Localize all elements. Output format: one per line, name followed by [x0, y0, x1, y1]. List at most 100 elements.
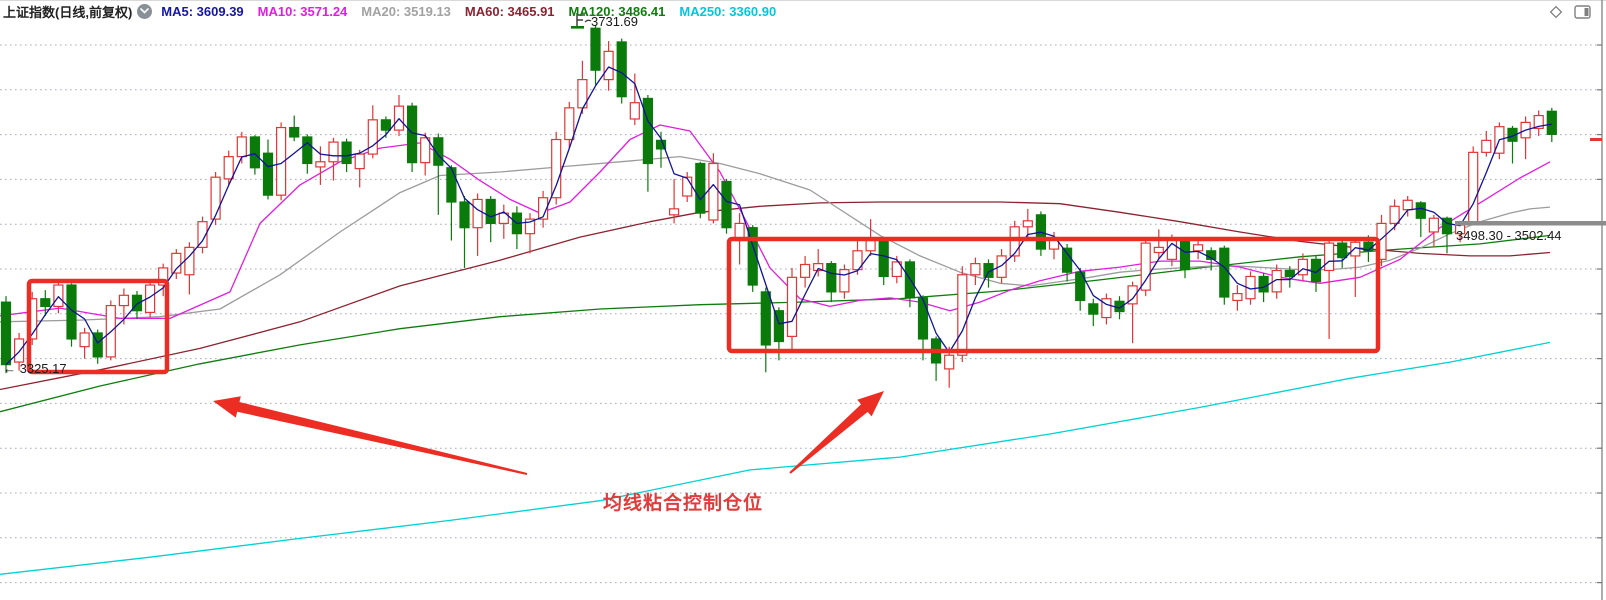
chevron-down-icon[interactable]: [137, 3, 153, 19]
candle-body: [944, 354, 955, 370]
header-toolbar: [1548, 4, 1592, 20]
candle-body: [1179, 239, 1191, 271]
ma-legend-item: MA250: 3360.90: [679, 3, 777, 19]
candle-body: [852, 250, 863, 271]
candle-body: [721, 180, 732, 229]
candle-body: [695, 162, 706, 214]
diamond-tool-icon[interactable]: [1548, 4, 1564, 20]
candle-body: [1323, 242, 1335, 272]
current-price-marker: [1590, 138, 1602, 142]
candle-body: [813, 263, 824, 272]
candle-body: [1389, 205, 1400, 225]
candle-body: [485, 198, 496, 225]
ma-legend-item: MA10: 3571.24: [257, 3, 348, 19]
left-consolidation-box: [26, 278, 170, 375]
candle-body: [1310, 258, 1322, 283]
candle-body: [223, 156, 234, 180]
candle-body: [79, 332, 90, 348]
candle-body: [668, 208, 680, 216]
candle-body: [236, 136, 247, 158]
ma60-line: [0, 201, 1551, 391]
candle-body: [315, 161, 326, 168]
candle-body: [760, 291, 771, 346]
candle-body: [380, 119, 391, 131]
candle-body: [1075, 271, 1086, 302]
instrument-title: 上证指数(日线,前复权): [3, 4, 133, 20]
candle-body: [1009, 226, 1020, 257]
candle-body: [1127, 285, 1138, 305]
ma10-line: [0, 124, 1551, 320]
ma-legend: MA5: 3609.39 MA10: 3571.24 MA20: 3519.13 MA…: [161, 4, 776, 19]
candle-body: [118, 294, 130, 307]
candle-body: [655, 139, 667, 150]
candle-body: [498, 212, 509, 225]
candle-body: [184, 246, 195, 276]
candle-body: [249, 136, 260, 169]
panel-toggle-icon[interactable]: [1574, 4, 1592, 20]
ma5-line: [5, 66, 1552, 366]
candle-body: [131, 294, 143, 312]
candle-body: [1337, 242, 1348, 259]
candle-body: [564, 107, 575, 141]
candle-body: [1232, 292, 1243, 302]
annotation-text: 均线粘合控制仓位: [603, 493, 764, 514]
candle-body: [1402, 199, 1413, 211]
gap-range-label: 3498.30 - 3502.44: [1456, 228, 1562, 243]
candle-body: [603, 50, 614, 81]
candle-body: [14, 338, 25, 363]
candle-body: [354, 153, 365, 170]
candle-body: [210, 176, 221, 220]
candle-body: [158, 267, 169, 286]
ma-legend-item: MA120: 3486.41: [568, 3, 666, 19]
low-price-label: ← 3325.17: [3, 361, 67, 376]
candle-body: [786, 276, 798, 337]
candle-body: [1284, 269, 1295, 278]
candle-body: [1022, 220, 1033, 228]
candle-body: [1219, 247, 1230, 298]
candle-body: [197, 221, 208, 248]
candle-body: [682, 176, 693, 197]
candle-body: [1415, 202, 1426, 219]
candle-body: [747, 227, 758, 286]
candle-body: [551, 138, 562, 199]
candle-body: [957, 274, 968, 356]
candle-body: [537, 197, 549, 220]
ma-legend-item: MA60: 3465.91: [464, 3, 555, 19]
candle-body: [289, 126, 300, 138]
candle-body: [970, 263, 981, 276]
candle-body: [826, 263, 837, 293]
candle-body: [983, 263, 994, 278]
candles: [0, 25, 1557, 388]
candle-body: [917, 297, 929, 340]
candle-body: [459, 201, 470, 229]
ma-legend-item: MA20: 3519.13: [361, 3, 451, 19]
candle-body: [446, 167, 457, 203]
candle-body: [367, 119, 378, 155]
candle-body: [1140, 242, 1151, 291]
peak-price-label: 3731.69: [591, 14, 638, 29]
candle-body: [1428, 217, 1440, 233]
ma250-line: [0, 341, 1551, 575]
gap-band: [1455, 221, 1606, 226]
candle-body: [1468, 151, 1479, 225]
candle-body: [420, 137, 431, 164]
candle-body: [171, 252, 182, 274]
candle-body: [1088, 303, 1099, 315]
candle-body: [1166, 239, 1178, 260]
candle-body: [1061, 247, 1073, 273]
candle-body: [1507, 127, 1518, 142]
candle-body: [92, 332, 103, 358]
candle-body: [1441, 217, 1453, 235]
candle-body: [1192, 244, 1204, 252]
candle-body: [708, 162, 719, 221]
candle-body: [891, 261, 902, 278]
price-axis: [1597, 0, 1603, 600]
candle-body: [590, 27, 601, 71]
candle-body: [472, 198, 483, 229]
candle-body: [1101, 298, 1112, 319]
grid-lines: [0, 44, 1601, 584]
candle-body: [616, 41, 627, 98]
ma20-line: [0, 155, 1551, 323]
